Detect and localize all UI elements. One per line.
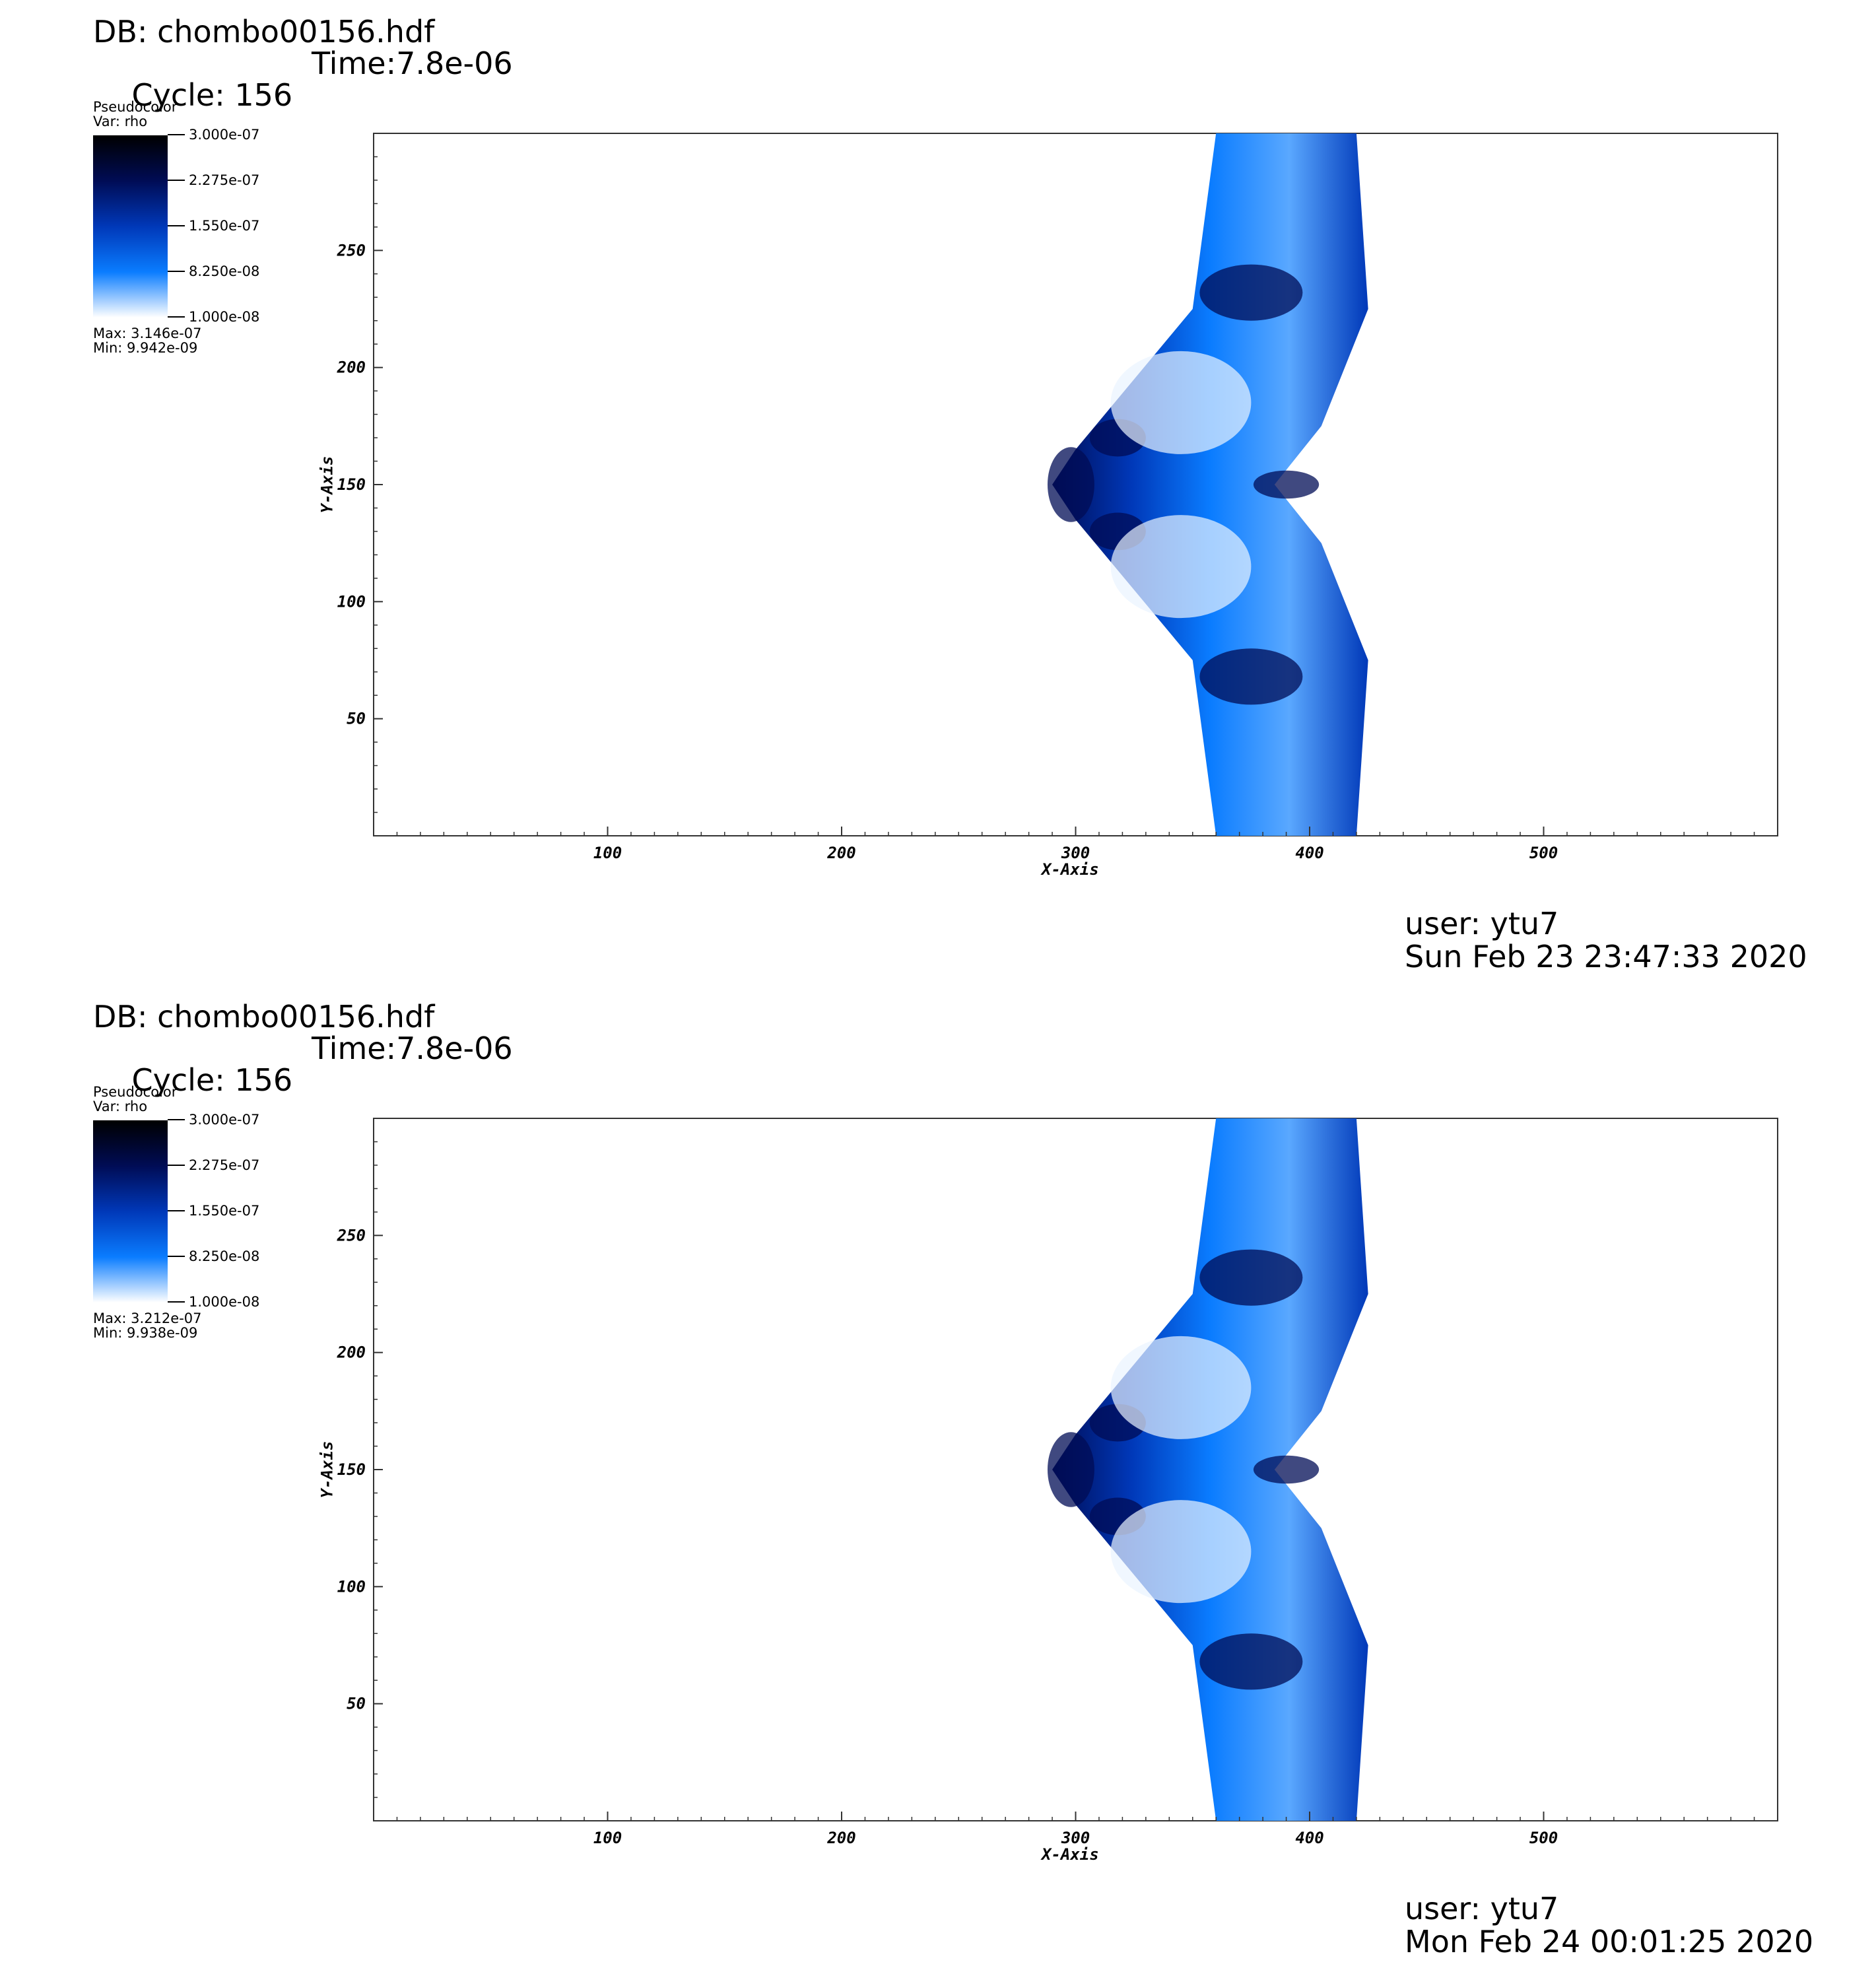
y-tick-label: 250: [337, 241, 366, 259]
dense-region: [1199, 1633, 1303, 1690]
y-tick-label: 50: [347, 1695, 366, 1713]
low-density-region: [1110, 1500, 1252, 1604]
x-tick-label: 200: [826, 844, 855, 862]
legend-tick-mark: [168, 1119, 185, 1120]
legend-tick-mark: [168, 271, 185, 272]
y-tick-label: 150: [337, 475, 366, 494]
low-density-region: [1110, 1336, 1252, 1439]
x-tick-label: 500: [1529, 844, 1558, 862]
y-tick-label: 200: [337, 1343, 366, 1362]
cycle-label: Cycle: 156: [131, 1062, 293, 1098]
legend-min: Min: 9.938e-09: [93, 1325, 198, 1341]
cycle-time-line: Cycle: 156 Time:7.8e-06: [93, 48, 513, 174]
dense-region: [1253, 470, 1320, 499]
x-tick-label: 400: [1295, 844, 1323, 862]
legend-tick-label: 3.000e-07: [189, 1112, 260, 1128]
legend-tick-mark: [168, 180, 185, 181]
legend-max: Max: 3.212e-07: [93, 1310, 202, 1326]
y-tick-label: 200: [337, 358, 366, 377]
x-tick-label: 100: [593, 1829, 622, 1847]
date-label: Mon Feb 24 00:01:25 2020: [1405, 1924, 1814, 1959]
x-tick-label: 100: [593, 844, 622, 862]
y-tick-label: 50: [347, 710, 366, 728]
legend-colorbar: [93, 135, 168, 318]
dense-region: [1199, 264, 1303, 321]
x-tick-label: 300: [1061, 844, 1090, 862]
legend-plot-type: Pseudocolor: [93, 99, 178, 115]
legend-variable: Var: rho: [93, 114, 148, 129]
plot-panel-1: DB: chombo00156.hdf Cycle: 156 Time:7.8e…: [93, 14, 1807, 974]
x-axis-title: X-Axis: [1042, 1845, 1099, 1864]
y-tick-label: 100: [337, 1577, 366, 1596]
legend-tick-label: 1.000e-08: [189, 1294, 260, 1310]
y-axis-title: Y-Axis: [318, 1441, 337, 1499]
legend-tick-label: 8.250e-08: [189, 263, 260, 279]
legend-min: Min: 9.942e-09: [93, 340, 198, 356]
x-axis-title: X-Axis: [1042, 860, 1099, 879]
time-label: Time:7.8e-06: [312, 1031, 513, 1066]
y-tick-label: 100: [337, 592, 366, 611]
legend-tick-label: 3.000e-07: [189, 127, 260, 143]
date-label: Sun Feb 23 23:47:33 2020: [1405, 939, 1807, 974]
x-tick-label: 300: [1061, 1829, 1090, 1847]
legend-max: Max: 3.146e-07: [93, 325, 202, 341]
plot-area: 100 200 300 400 500 50 100 150 200 250: [337, 133, 1778, 862]
y-tick-label: 250: [337, 1226, 366, 1244]
x-tick-label: 500: [1529, 1829, 1558, 1847]
cycle-time-line: Cycle: 156 Time:7.8e-06: [93, 1033, 513, 1159]
legend-tick-mark: [168, 225, 185, 226]
cycle-label: Cycle: 156: [131, 77, 293, 113]
plot-area: 100 200 300 400 500 50 100 150 200 250: [337, 1118, 1778, 1847]
dense-region: [1199, 1249, 1303, 1306]
legend-tick-mark: [168, 1301, 185, 1303]
dense-region: [1199, 648, 1303, 705]
legend-tick-mark: [168, 316, 185, 318]
legend-plot-type: Pseudocolor: [93, 1084, 178, 1100]
legend-tick-label: 1.550e-07: [189, 218, 260, 234]
low-density-region: [1110, 515, 1252, 619]
legend-variable: Var: rho: [93, 1099, 148, 1114]
low-density-region: [1110, 351, 1252, 454]
dense-region: [1047, 447, 1094, 522]
legend-colorbar: [93, 1120, 168, 1303]
legend-tick-label: 8.250e-08: [189, 1248, 260, 1264]
legend-tick-label: 1.550e-07: [189, 1203, 260, 1219]
legend-tick-label: 2.275e-07: [189, 1157, 260, 1173]
user-label: user: ytu7: [1405, 1891, 1559, 1926]
y-axis-title: Y-Axis: [318, 456, 337, 514]
x-tick-label: 200: [826, 1829, 855, 1847]
legend-tick-label: 1.000e-08: [189, 309, 260, 325]
dense-region: [1047, 1432, 1094, 1507]
database-label: DB: chombo00156.hdf: [93, 999, 435, 1035]
x-tick-label: 400: [1295, 1829, 1323, 1847]
dense-region: [1253, 1455, 1320, 1484]
legend-tick-mark: [168, 134, 185, 135]
user-label: user: ytu7: [1405, 906, 1559, 941]
legend-tick-mark: [168, 1165, 185, 1166]
legend-tick-mark: [168, 1256, 185, 1257]
legend-tick-label: 2.275e-07: [189, 172, 260, 188]
database-label: DB: chombo00156.hdf: [93, 14, 435, 50]
time-label: Time:7.8e-06: [312, 46, 513, 81]
legend-tick-mark: [168, 1210, 185, 1211]
plot-panel-2: DB: chombo00156.hdf Cycle: 156 Time:7.8e…: [0, 985, 1876, 1970]
y-tick-label: 150: [337, 1460, 366, 1479]
